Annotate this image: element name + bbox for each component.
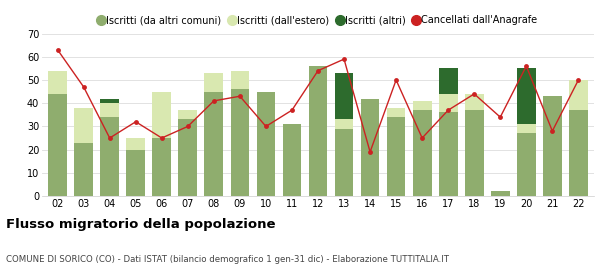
Bar xyxy=(100,117,119,196)
Bar xyxy=(413,101,431,110)
Bar xyxy=(517,124,536,133)
Bar xyxy=(491,191,509,196)
Bar xyxy=(517,68,536,124)
Bar xyxy=(178,110,197,120)
Text: Flusso migratorio della popolazione: Flusso migratorio della popolazione xyxy=(6,218,275,231)
Bar xyxy=(569,80,588,110)
Bar xyxy=(48,71,67,94)
Bar xyxy=(543,96,562,196)
Bar xyxy=(205,73,223,92)
Bar xyxy=(439,113,458,196)
Bar xyxy=(178,120,197,196)
Bar xyxy=(335,73,353,120)
Bar xyxy=(413,110,431,196)
Bar xyxy=(152,138,171,196)
Bar xyxy=(439,68,458,94)
Bar xyxy=(387,108,406,117)
Text: COMUNE DI SORICO (CO) - Dati ISTAT (bilancio demografico 1 gen-31 dic) - Elabora: COMUNE DI SORICO (CO) - Dati ISTAT (bila… xyxy=(6,255,449,264)
Bar xyxy=(308,66,328,196)
Bar xyxy=(127,138,145,150)
Bar xyxy=(152,92,171,138)
Bar xyxy=(230,89,249,196)
Bar xyxy=(100,99,119,103)
Bar xyxy=(283,124,301,196)
Bar xyxy=(569,110,588,196)
Bar xyxy=(517,133,536,196)
Bar xyxy=(439,94,458,113)
Bar xyxy=(257,92,275,196)
Bar xyxy=(74,108,93,143)
Bar xyxy=(48,94,67,196)
Bar xyxy=(387,117,406,196)
Bar xyxy=(100,103,119,117)
Legend: Iscritti (da altri comuni), Iscritti (dall'estero), Iscritti (altri), Cancellati: Iscritti (da altri comuni), Iscritti (da… xyxy=(99,15,537,25)
Bar xyxy=(335,120,353,129)
Bar xyxy=(230,71,249,89)
Bar xyxy=(127,150,145,196)
Bar xyxy=(205,92,223,196)
Bar xyxy=(74,143,93,196)
Bar xyxy=(335,129,353,196)
Bar xyxy=(465,110,484,196)
Bar xyxy=(361,99,379,196)
Bar xyxy=(465,94,484,110)
